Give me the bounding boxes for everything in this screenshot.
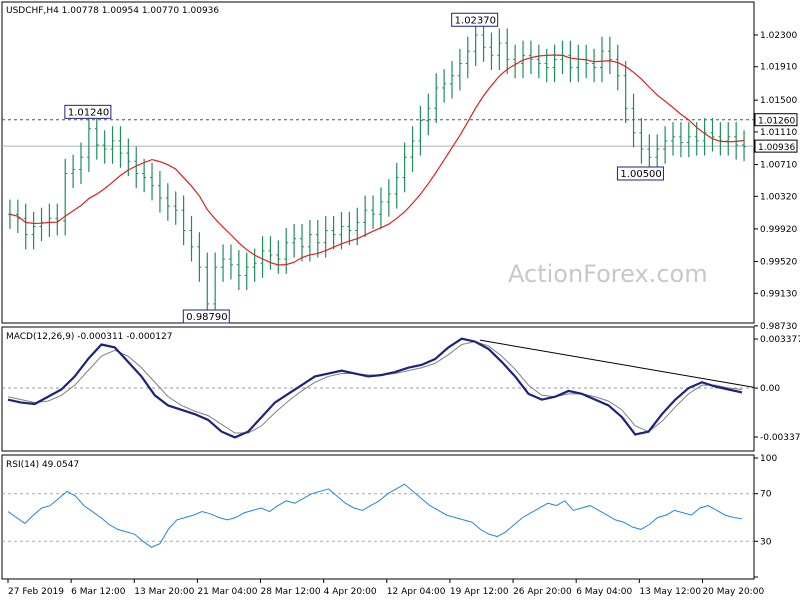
macd-panel: 0.003377 0.00 -0.003373 (2, 335, 800, 443)
current-price-box (754, 139, 798, 153)
x-tick-label: 13 May 12:00 (639, 587, 701, 597)
price-annotation-label: 0.98790 (186, 312, 227, 323)
x-tick-label: 26 Apr 20:00 (513, 587, 572, 597)
price-title: USDCHF,H4 1.00778 1.00954 1.00770 1.0093… (6, 6, 219, 16)
x-tick-label: 19 Apr 12:00 (450, 587, 509, 597)
rsi-panel: 100 70 30 (2, 454, 777, 578)
price-panel: 1.02300 1.01910 1.01500 1.01110 1.00710 1.003… (2, 12, 798, 332)
price-y-tick-label: 0.99920 (760, 225, 797, 235)
x-tick-label: 21 Mar 04:00 (197, 587, 257, 597)
x-tick-label: 6 Mar 12:00 (71, 587, 126, 597)
current-price-label: 1.00936 (758, 143, 795, 153)
resistance-label-box (754, 113, 798, 127)
x-tick-label: 28 Mar 12:00 (261, 587, 321, 597)
resistance-label: 1.01260 (758, 117, 795, 127)
x-tick-label: 13 Mar 20:00 (134, 587, 194, 597)
macd-title: MACD(12,26,9) -0.000311 -0.000127 (6, 332, 172, 342)
rsi-y-tick-label: 70 (760, 490, 772, 500)
watermark: ActionForex.com (508, 260, 708, 288)
price-annotation-box (64, 104, 112, 119)
x-tick-label: 20 May 20:00 (702, 587, 764, 597)
macd-trendline (479, 339, 755, 388)
macd-signal-line (7, 341, 743, 434)
price-annotation-label: 1.02370 (455, 15, 496, 26)
price-y-tick-label: 1.01910 (760, 63, 797, 73)
macd-y-tick-label: 0.00 (760, 384, 780, 394)
price-y-tick-label: 0.99520 (760, 258, 797, 268)
price-y-tick-label: 1.02300 (760, 31, 797, 41)
price-y-tick-label: 1.00320 (760, 192, 797, 202)
rsi-y-tick-label: 100 (760, 454, 777, 464)
price-y-tick-label: 0.98730 (760, 322, 797, 332)
price-y-tick-label: 1.01110 (760, 128, 797, 138)
price-panel-frame (1, 1, 755, 324)
macd-main-line (7, 337, 743, 439)
macd-panel-frame (1, 326, 755, 452)
x-tick-label: 6 May 04:00 (576, 587, 632, 597)
x-tick-label: 4 Apr 20:00 (324, 587, 377, 597)
macd-y-tick-label: -0.003373 (760, 433, 800, 443)
price-y-tick-label: 1.00710 (760, 161, 797, 171)
x-axis: 27 Feb 2019 6 Mar 12:00 13 Mar 20:00 21 Mar… (7, 579, 764, 597)
x-tick-label: 27 Feb 2019 (8, 587, 64, 597)
moving-average-line (9, 54, 745, 266)
x-tick-label: 12 Apr 04:00 (387, 587, 446, 597)
price-annotation-box (182, 309, 230, 324)
price-annotation-label: 1.01240 (68, 107, 109, 118)
rsi-panel-frame (1, 454, 755, 580)
price-annotation-label: 1.00500 (620, 169, 661, 180)
rsi-line (7, 483, 743, 548)
price-y-tick-label: 0.99130 (760, 289, 797, 299)
price-annotation-box (616, 166, 664, 181)
rsi-y-tick-label: 30 (760, 537, 772, 547)
rsi-title: RSI(14) 49.0547 (6, 460, 79, 470)
price-y-tick-label: 1.01500 (760, 96, 797, 106)
macd-y-tick-label: 0.003377 (760, 335, 800, 345)
price-annotation-box (451, 12, 499, 27)
